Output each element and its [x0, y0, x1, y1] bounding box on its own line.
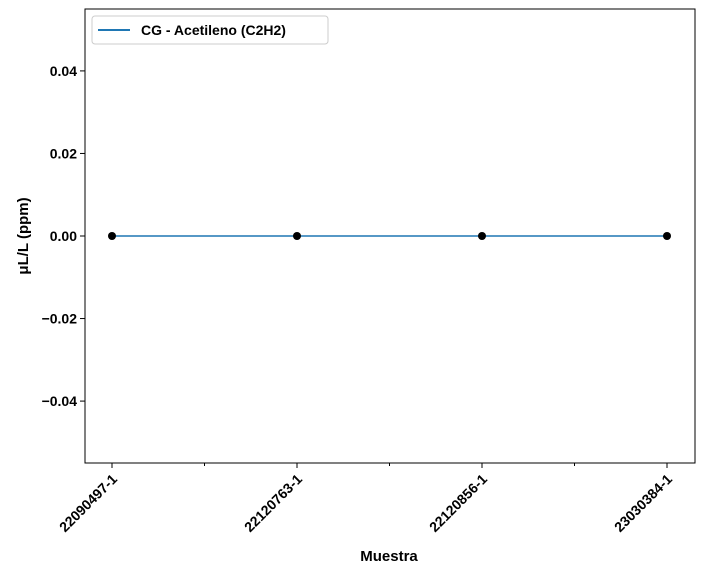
y-axis: 0.04 0.02 0.00 −0.02 −0.04 [42, 63, 85, 409]
x-axis: 22090497-1 22120763-1 22120856-1 23030384-1 [56, 463, 675, 535]
y-axis-title: μL/L (ppm) [15, 197, 32, 274]
data-point [108, 232, 116, 240]
legend: CG - Acetileno (C2H2) [91, 15, 329, 45]
x-tick-label: 22120763-1 [241, 471, 305, 535]
x-tick-label: 22120856-1 [426, 471, 490, 535]
y-tick-label: 0.02 [50, 145, 77, 161]
plot-area [84, 8, 696, 464]
y-tick-label: −0.02 [42, 311, 78, 327]
x-tick-label: 23030384-1 [611, 471, 675, 535]
x-tick-label: 22090497-1 [56, 471, 120, 535]
x-axis-title: Muestra [360, 548, 418, 565]
data-point [293, 232, 301, 240]
y-tick-label: 0.00 [50, 228, 77, 244]
legend-box [91, 15, 329, 45]
legend-label: CG - Acetileno (C2H2) [141, 22, 286, 38]
y-tick-label: 0.04 [50, 63, 77, 79]
y-tick-label: −0.04 [42, 393, 78, 409]
data-point [663, 232, 671, 240]
data-point [478, 232, 486, 240]
